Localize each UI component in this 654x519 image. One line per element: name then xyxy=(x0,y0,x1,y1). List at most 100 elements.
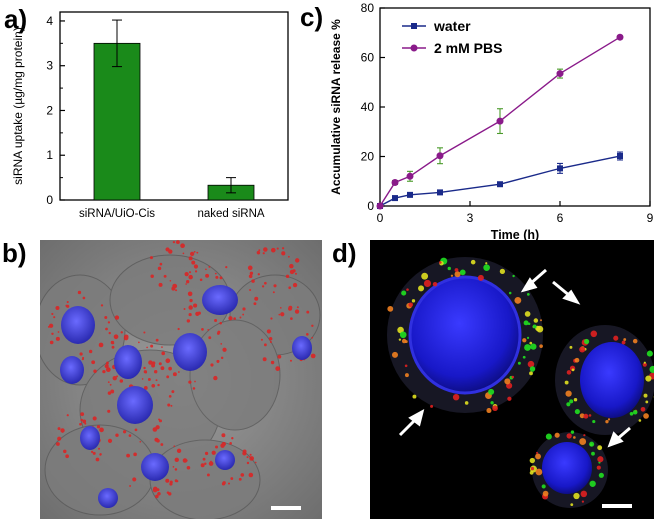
rnai-dot xyxy=(221,433,226,438)
rnai-dot xyxy=(82,296,86,300)
fluorescence-dot xyxy=(411,299,416,303)
legend-label: 2 mM PBS xyxy=(434,40,502,56)
fluorescence-dot xyxy=(570,503,574,507)
microscopy-image-d xyxy=(370,240,654,519)
rnai-dot xyxy=(246,461,250,465)
rnai-dot xyxy=(199,278,203,282)
rnai-dot xyxy=(287,255,290,258)
rnai-dot xyxy=(188,305,193,310)
rnai-dot xyxy=(165,247,170,252)
rnai-dot xyxy=(207,328,210,331)
rnai-dot xyxy=(242,307,246,311)
fluorescence-dot xyxy=(523,320,529,326)
rnai-dot xyxy=(220,356,224,360)
y-tick-label: 40 xyxy=(361,100,375,114)
rnai-dot xyxy=(195,311,200,317)
fluorescence-dot xyxy=(597,456,604,463)
rnai-dot xyxy=(227,482,231,485)
fluorescence-dot xyxy=(533,318,539,323)
rnai-dot xyxy=(281,251,286,256)
rnai-dot xyxy=(180,243,185,249)
fluorescence-dot xyxy=(605,420,609,424)
rnai-dot xyxy=(163,274,167,278)
rnai-dot xyxy=(161,351,166,356)
rnai-dot xyxy=(57,436,62,441)
fluorescence-dot xyxy=(583,434,586,437)
nuclei xyxy=(408,275,644,494)
rnai-dot xyxy=(66,300,69,304)
scale-bar xyxy=(271,506,301,510)
rnai-dot xyxy=(254,296,259,301)
microscopy-b-canvas xyxy=(40,240,322,519)
fluorescence-dot xyxy=(621,340,626,345)
rnai-dot xyxy=(251,279,255,283)
rnai-dot xyxy=(258,249,261,252)
fluorescence-dot xyxy=(454,268,459,272)
rnai-dot xyxy=(219,321,223,325)
fluorescence-dot xyxy=(387,305,394,312)
fluorescence-dot xyxy=(486,407,492,414)
rnai-dot xyxy=(289,263,294,269)
rnai-dot xyxy=(84,422,87,425)
data-point xyxy=(557,165,563,172)
rnai-dot xyxy=(147,378,151,381)
panel-b-label: b) xyxy=(2,238,27,268)
rnai-dot xyxy=(79,422,82,426)
rnai-dot xyxy=(188,312,192,317)
fluorescence-dot xyxy=(514,296,522,304)
fluorescence-dot xyxy=(447,266,451,271)
rnai-dot xyxy=(194,380,196,383)
fluorescence-dot xyxy=(529,371,533,376)
rnai-dot xyxy=(150,344,154,348)
rnai-dot xyxy=(248,274,253,279)
fluorescence-dot xyxy=(592,419,596,424)
fluorescence-dot xyxy=(430,404,434,408)
fluorescence-dot xyxy=(511,375,515,379)
rnai-dot xyxy=(193,250,196,253)
rnai-dot xyxy=(55,336,60,341)
rnai-dot xyxy=(129,485,132,487)
rnai-dot xyxy=(151,363,156,368)
rnai-dot xyxy=(119,379,124,383)
rnai-dot xyxy=(155,494,159,499)
rnai-dot xyxy=(166,491,170,494)
rnai-dot xyxy=(175,480,178,483)
fluorescence-dot xyxy=(535,451,539,454)
rnai-dot xyxy=(191,260,196,265)
rnai-dot xyxy=(99,427,104,433)
rnai-dot xyxy=(151,383,156,388)
fluorescence-dot xyxy=(421,272,429,280)
rnai-dot xyxy=(215,275,219,279)
rnai-dot xyxy=(113,334,119,340)
rnai-dot xyxy=(120,331,123,334)
fluorescence-dot xyxy=(508,291,512,295)
rnai-dot xyxy=(268,336,273,341)
rnai-dot xyxy=(204,451,209,456)
fluorescence-dot xyxy=(527,360,535,368)
fluorescence-dot xyxy=(566,402,571,407)
fluorescence-dot xyxy=(530,343,537,350)
fluorescence-dot xyxy=(483,264,490,271)
rnai-dot xyxy=(210,363,214,367)
rnai-dot xyxy=(143,366,146,370)
x-axis-label: Time (h) xyxy=(491,228,539,240)
y-tick-label: 20 xyxy=(361,150,375,164)
rnai-dot xyxy=(123,334,129,340)
fluorescence-dot xyxy=(607,418,611,421)
fluorescence-dot xyxy=(570,430,575,434)
rnai-dot xyxy=(204,462,207,466)
data-point xyxy=(392,195,398,202)
rnai-dot xyxy=(288,305,293,310)
rnai-dot xyxy=(107,438,113,443)
fluorescence-dot xyxy=(541,484,546,489)
rnai-dot xyxy=(88,349,93,354)
rnai-dot xyxy=(93,369,97,374)
rnai-dot xyxy=(160,443,164,446)
rnai-dot xyxy=(220,443,225,448)
rnai-dot xyxy=(105,327,108,331)
rnai-dot xyxy=(175,240,180,245)
fluorescence-dot xyxy=(646,350,653,357)
rnai-dot xyxy=(176,448,182,454)
rnai-dot xyxy=(104,316,108,320)
rnai-dot xyxy=(134,428,138,432)
